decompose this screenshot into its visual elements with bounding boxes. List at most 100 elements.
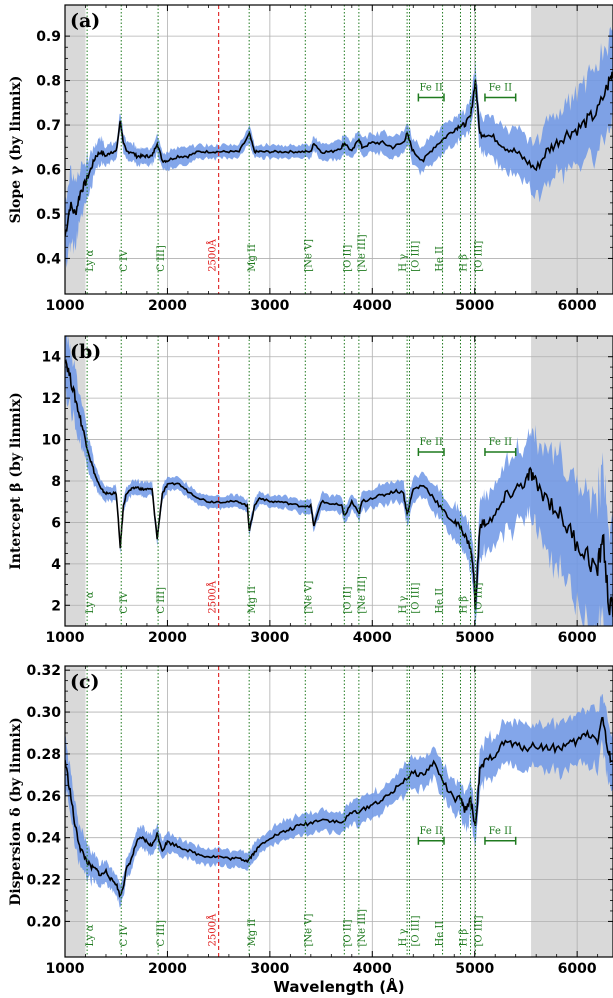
emission-line-label: [Ne V] (303, 239, 314, 272)
y-tick-label: 0.4 (36, 251, 61, 267)
emission-line-label: C IV (119, 249, 130, 272)
emission-line-label: Mg II (247, 244, 258, 272)
x-tick-label: 1000 (46, 961, 85, 977)
emission-line-label: [O III] (411, 915, 422, 946)
emission-line-label: Ly α (85, 924, 96, 946)
y-tick-label: 10 (42, 433, 62, 449)
median-line (65, 716, 613, 898)
panel-a: Ly α C IV C III] Mg II [Ne V] [O II] [Ne III] H… (8, 4, 613, 314)
emission-line-label: [O III] (411, 241, 422, 272)
panel-label: (b) (70, 341, 101, 363)
x-tick-label: 4000 (353, 298, 392, 314)
y-tick-label: 0.32 (26, 663, 61, 679)
y-tick-label: 0.26 (26, 789, 61, 805)
emission-line-label: C IV (119, 924, 130, 947)
x-tick-label: 1000 (46, 298, 85, 314)
y-tick-label: 0.5 (36, 207, 61, 223)
emission-line-label: H β (459, 254, 470, 272)
plot-frame (64, 4, 613, 295)
emission-line-label: H β (459, 929, 470, 947)
plot-area (65, 5, 613, 294)
x-axis-label: Wavelength (Å) (273, 977, 404, 996)
emission-line-label: H β (459, 596, 470, 614)
emission-line-label: H γ (398, 254, 409, 272)
emission-line-label: [Ne V] (303, 914, 314, 947)
fe-ii-label: Fe II (489, 82, 512, 93)
emission-line-label: [Ne III] (357, 576, 368, 614)
reference-line-label: 2500Å (207, 580, 219, 613)
x-tick-label: 6000 (558, 298, 597, 314)
plot-area (65, 336, 613, 626)
emission-line-label: [O III] (473, 241, 484, 272)
y-tick-label: 0.6 (36, 163, 61, 179)
y-tick-label: 0.7 (36, 118, 61, 134)
panel-b: Ly α C IV C III] Mg II [Ne V] [O II] [Ne III] H… (8, 335, 613, 646)
fe-ii-label: Fe II (419, 437, 442, 448)
x-tick-label: 2000 (148, 961, 187, 977)
y-tick-label: 0.9 (36, 29, 61, 45)
reference-line-label: 2500Å (207, 238, 219, 271)
x-tick-label: 6000 (558, 630, 597, 646)
y-tick-label: 0.8 (36, 74, 61, 90)
y-tick-label: 0.28 (26, 747, 61, 763)
emission-line-label: He II (435, 246, 446, 272)
emission-line-label: Mg II (247, 919, 258, 947)
x-tick-label: 5000 (455, 630, 494, 646)
y-tick-label: 4 (51, 557, 61, 573)
x-tick-label: 3000 (250, 630, 289, 646)
y-axis-label: Intercept β (by linmix) (8, 392, 24, 570)
emission-line-label: Ly α (85, 591, 96, 613)
x-tick-label: 4000 (353, 961, 392, 977)
median-line (65, 71, 613, 237)
median-line (65, 359, 613, 618)
x-tick-label: 2000 (148, 298, 187, 314)
emission-line-label: [Ne III] (357, 909, 368, 947)
plot-frame (64, 665, 613, 958)
panel-label: (c) (70, 671, 100, 693)
y-tick-label: 0.22 (26, 873, 61, 889)
panel-c: Ly α C IV C III] Mg II [Ne V] [O II] [Ne III] H… (8, 663, 613, 977)
y-axis-label: Slope γ (by linmix) (8, 76, 24, 224)
emission-line-label: C III] (156, 245, 167, 272)
emission-line-label: [O III] (473, 582, 484, 613)
emission-line-label: [O II] (342, 919, 353, 946)
emission-line-label: C III] (156, 587, 167, 614)
y-axis-label: Dispersion δ (by linmix) (8, 717, 24, 906)
emission-line-label: [O II] (342, 245, 353, 272)
emission-line-label: [Ne III] (357, 234, 368, 272)
x-tick-label: 5000 (455, 298, 494, 314)
emission-line-label: H γ (398, 929, 409, 947)
fe-ii-label: Fe II (489, 826, 512, 837)
emission-line-label: [O III] (411, 582, 422, 613)
emission-line-label: C III] (156, 920, 167, 947)
emission-line-label: He II (435, 921, 446, 947)
y-tick-label: 12 (42, 391, 61, 407)
y-tick-label: 8 (51, 474, 61, 490)
emission-line-label: [O III] (473, 915, 484, 946)
emission-line-label: Ly α (85, 250, 96, 272)
x-tick-label: 1000 (46, 630, 85, 646)
emission-line-label: H γ (398, 596, 409, 614)
confidence-band (65, 336, 613, 626)
y-tick-label: 6 (51, 515, 61, 531)
x-tick-label: 6000 (558, 961, 597, 977)
y-tick-label: 0.24 (26, 831, 61, 847)
y-tick-label: 14 (42, 350, 62, 366)
reference-line-label: 2500Å (207, 913, 219, 946)
emission-line-label: He II (435, 588, 446, 614)
panel-label: (a) (70, 10, 100, 32)
x-tick-label: 5000 (455, 961, 494, 977)
fe-ii-label: Fe II (489, 437, 512, 448)
emission-line-label: Mg II (247, 586, 258, 614)
fe-ii-label: Fe II (419, 82, 442, 93)
fe-ii-label: Fe II (419, 826, 442, 837)
y-tick-label: 0.30 (26, 705, 61, 721)
x-tick-label: 3000 (250, 298, 289, 314)
emission-line-label: C IV (119, 591, 130, 614)
y-tick-label: 0.20 (26, 914, 61, 930)
x-tick-label: 2000 (148, 630, 187, 646)
x-tick-label: 4000 (353, 630, 392, 646)
x-tick-label: 3000 (250, 961, 289, 977)
confidence-band (65, 694, 613, 908)
